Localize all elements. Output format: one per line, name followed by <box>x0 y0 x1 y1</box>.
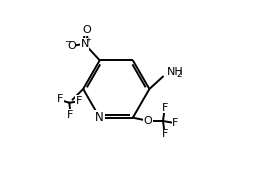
Text: F: F <box>76 96 82 106</box>
Text: NH: NH <box>167 67 184 77</box>
Text: O: O <box>67 41 76 51</box>
Text: O: O <box>144 116 152 126</box>
Text: F: F <box>162 103 168 113</box>
Text: F: F <box>57 95 63 104</box>
Text: F: F <box>67 110 73 120</box>
Text: 2: 2 <box>176 70 182 79</box>
Text: N: N <box>80 39 89 49</box>
Text: N: N <box>95 111 104 124</box>
Text: O: O <box>83 25 91 35</box>
Text: −: − <box>64 37 71 46</box>
Text: +: + <box>86 37 91 43</box>
Text: F: F <box>172 118 179 128</box>
Text: F: F <box>162 129 168 139</box>
